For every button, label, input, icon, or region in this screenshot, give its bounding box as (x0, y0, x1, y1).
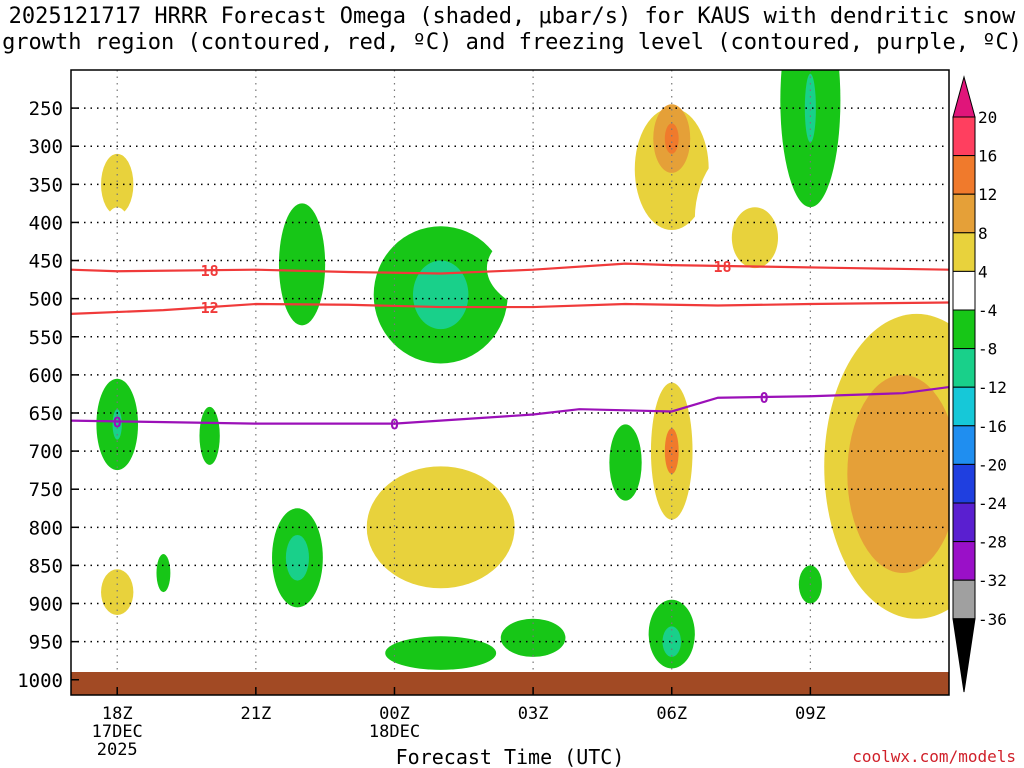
credit-link[interactable]: coolwx.com/models (852, 747, 1016, 766)
dgz-temp-contour-1 (71, 301, 949, 316)
y-tick-label-650: 650 (29, 403, 63, 425)
y-tick-label-400: 400 (29, 212, 63, 234)
contours: 18 18 12 0 0 0 (71, 258, 949, 434)
colorbar-label-5: -4 (978, 301, 997, 320)
omega-blob-22 (389, 70, 483, 151)
colorbar-segment-1 (952, 155, 976, 195)
colorbar-segment-2 (952, 193, 976, 234)
colorbar-label-13: -36 (978, 610, 1007, 629)
omega-blob-2 (96, 207, 139, 345)
x-tick-label-00Z: 00Z (379, 704, 410, 724)
colorbar-label-9: -20 (978, 455, 1007, 474)
omega-blob-8 (199, 406, 220, 465)
y-tick-label-450: 450 (29, 251, 63, 273)
y-tick-label-750: 750 (29, 479, 63, 501)
colorbar-segment-0 (952, 116, 976, 157)
omega-blob-4 (101, 569, 134, 615)
dgz-temp-contour-label-0-1: 18 (714, 258, 732, 276)
grid-lines (71, 70, 949, 695)
x-tick-date-00Z: 18DEC (369, 722, 420, 742)
x-tick-label-03Z: 03Z (518, 704, 549, 724)
omega-blob-48 (500, 618, 566, 657)
plot-frame (70, 69, 950, 696)
chart-title-line-2: growth region (contoured, red, ºC) and f… (2, 30, 1022, 55)
colorbar-segment-3 (952, 232, 976, 272)
omega-blob-9 (205, 569, 242, 615)
x-tick-date-18Z: 17DEC (92, 722, 143, 742)
omega-blob-45 (847, 374, 949, 574)
omega-blob-42 (804, 73, 816, 143)
y-tick-label-700: 700 (29, 441, 63, 463)
omega-blob-31 (664, 123, 679, 154)
colorbar-label-2: 12 (978, 185, 997, 204)
colorbar-bottom-arrow (952, 618, 976, 693)
colorbar-top-arrow (952, 75, 976, 118)
x-tick-year-18Z: 2025 (97, 740, 138, 760)
y-tick-label-950: 950 (29, 632, 63, 654)
colorbar: 20 16 12 8 4 -4 -8 -12 -16 -20 -24 -28 -32 -36 (952, 75, 1007, 693)
y-tick-label-600: 600 (29, 365, 63, 387)
x-tick-label-21Z: 21Z (240, 704, 271, 724)
ground-surface (71, 672, 949, 695)
y-tick-label-850: 850 (29, 555, 63, 577)
colorbar-label-10: -24 (978, 494, 1007, 513)
dgz-temp-contour-label-0-0: 18 (201, 262, 219, 280)
colorbar-segment-11 (952, 541, 976, 581)
omega-blob-21 (385, 636, 497, 670)
y-tick-label-250: 250 (29, 98, 63, 120)
colorbar-segment-9 (952, 463, 976, 504)
colorbar-label-11: -28 (978, 533, 1007, 552)
freezing-level-contour-label-0-1: 0 (390, 416, 399, 434)
y-tick-label-550: 550 (29, 327, 63, 349)
colorbar-segment-6 (952, 348, 976, 388)
colorbar-segment-10 (952, 502, 976, 543)
colorbar-label-4: 4 (978, 262, 988, 281)
omega-blob-12 (278, 203, 326, 326)
omega-blob-11 (241, 283, 270, 497)
colorbar-label-7: -12 (978, 378, 1007, 397)
y-tick-label-900: 900 (29, 594, 63, 616)
omega-blob-6 (112, 409, 122, 440)
omega-blob-37 (662, 626, 681, 657)
omega-blob-25 (581, 230, 624, 276)
colorbar-segment-12 (952, 579, 976, 620)
colorbar-segment-5 (952, 309, 976, 350)
colorbar-segment-7 (952, 386, 976, 427)
y-tick-label-350: 350 (29, 174, 63, 196)
colorbar-label-0: 20 (978, 108, 997, 127)
omega-blob-40 (609, 424, 642, 501)
omega-blob-15 (285, 534, 309, 581)
y-tick-label-500: 500 (29, 289, 63, 311)
x-tick-label-06Z: 06Z (656, 704, 687, 724)
omega-blob-7 (156, 553, 171, 593)
y-tick-label-1000: 1000 (17, 670, 63, 692)
omega-blob-17 (366, 466, 515, 589)
freezing-level-contour-0 (71, 385, 949, 425)
colorbar-label-8: -16 (978, 417, 1007, 436)
colorbar-segment-4 (952, 270, 976, 311)
colorbar-label-12: -32 (978, 571, 1007, 590)
x-axis-label: Forecast Time (UTC) (396, 745, 625, 768)
chart-title-line-1: 2025121717 HRRR Forecast Omega (shaded, … (8, 4, 1016, 29)
omega-blob-34 (664, 428, 679, 474)
x-tick-label-18Z: 18Z (102, 704, 133, 724)
y-axis-ticks: 250 300 350 400 450 500 550 600 650 700 750 800 850 9… (17, 98, 79, 692)
dgz-temp-contour-0 (71, 262, 949, 275)
omega-blob-39 (731, 207, 779, 269)
dgz-temp-contour-label-1-0: 12 (201, 299, 219, 317)
x-tick-label-09Z: 09Z (795, 704, 826, 724)
colorbar-label-6: -8 (978, 340, 997, 359)
omega-blob-46 (512, 245, 545, 307)
freezing-level-contour-label-0-0: 0 (113, 413, 122, 431)
colorbar-segment-8 (952, 425, 976, 465)
omega-shading (82, 70, 949, 670)
colorbar-label-3: 8 (978, 224, 988, 243)
y-tick-label-300: 300 (29, 136, 63, 158)
omega-blob-20 (412, 260, 469, 330)
colorbar-label-1: 16 (978, 147, 997, 166)
y-tick-label-800: 800 (29, 517, 63, 539)
freezing-level-contour-label-0-2: 0 (760, 389, 769, 407)
